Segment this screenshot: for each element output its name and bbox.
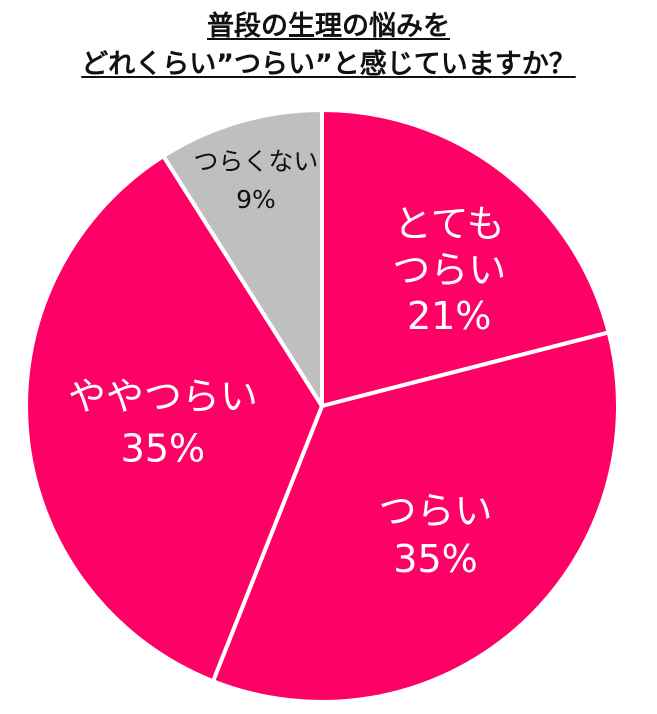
chart-title-line-1: 普段の生理の悩みを [0,8,657,46]
pie-slice-label-line-3-0: つらくない [193,147,318,176]
pie-slice-2 [24,154,324,684]
pie-slice-0 [320,108,611,408]
chart-title: 普段の生理の悩みを どれくらい”つらい”と感じていますか？ [0,8,657,84]
pie-slice-value-0: 21% [407,294,491,338]
pie-slice-label-line-2-0: ややつらい [68,375,258,419]
chart-title-line-2-text: どれくらい”つらい”と感じていますか？ [81,49,576,80]
pie-slice-value-1: 35% [393,537,477,581]
pie-slice-label-2: ややつらい 35% [68,375,258,471]
pie-slice-1 [211,330,620,704]
pie-slice-value-3: 9% [236,185,276,214]
chart-title-line-2: どれくらい”つらい”と感じていますか？ [0,46,657,84]
pie-slice-value-2: 35% [121,427,205,471]
pie-slice-label-line-0-0: とても [394,202,505,246]
pie-slice-3 [161,108,324,408]
chart-title-line-1-text: 普段の生理の悩みを [207,11,450,42]
pie-slice-label-line-0-1: つらい [392,248,506,292]
pie-slice-label-line-1-0: つらい [378,489,492,533]
pie-slice-label-3: つらくない 9% [193,147,318,214]
